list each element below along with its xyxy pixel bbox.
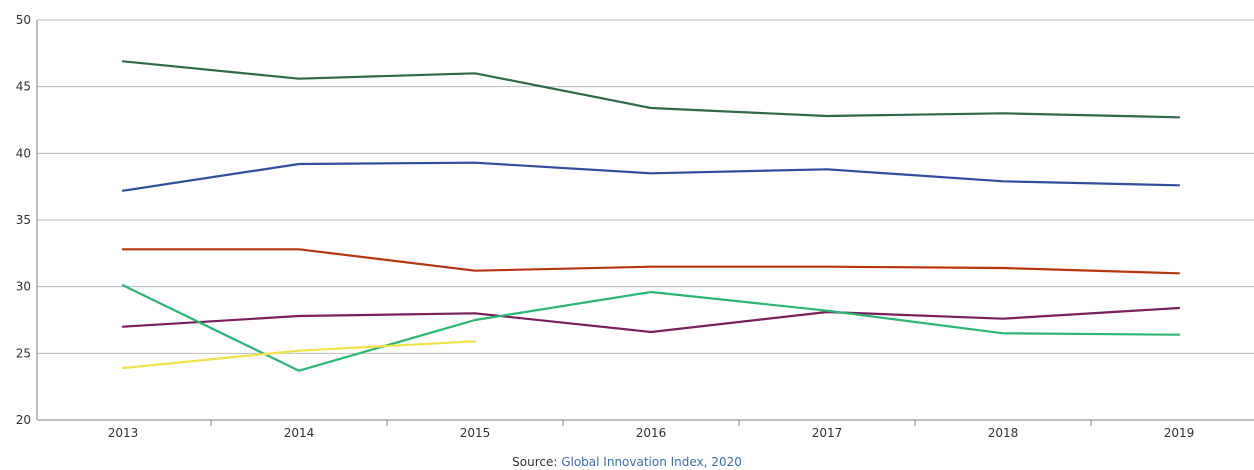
axes bbox=[36, 20, 1254, 421]
y-tick-label: 45 bbox=[16, 80, 31, 94]
series-line-1 bbox=[121, 60, 1181, 119]
y-axis-ticks: 20 25 30 35 40 45 50 bbox=[16, 13, 31, 427]
x-tick-label: 2019 bbox=[1164, 426, 1195, 440]
series-lines bbox=[121, 60, 1181, 372]
series-line-2 bbox=[121, 161, 1181, 192]
x-tick-label: 2013 bbox=[108, 426, 139, 440]
series-line-3 bbox=[121, 248, 1181, 275]
y-tick-label: 20 bbox=[16, 413, 31, 427]
x-tick-label: 2016 bbox=[636, 426, 667, 440]
series-line-6 bbox=[121, 340, 477, 370]
y-tick-label: 35 bbox=[16, 213, 31, 227]
x-tick-label: 2015 bbox=[460, 426, 491, 440]
source-link[interactable]: Global Innovation Index, 2020 bbox=[561, 455, 742, 469]
source-note: Source: Global Innovation Index, 2020 bbox=[0, 455, 1254, 469]
y-tick-label: 25 bbox=[16, 346, 31, 360]
gridlines bbox=[37, 19, 1254, 354]
x-tick-label: 2014 bbox=[284, 426, 315, 440]
x-axis-ticks: 2013 2014 2015 2016 2017 2018 2019 bbox=[108, 420, 1195, 440]
x-tick-label: 2018 bbox=[988, 426, 1019, 440]
y-tick-label: 50 bbox=[16, 13, 31, 27]
source-prefix: Source: bbox=[512, 455, 562, 469]
y-tick-label: 40 bbox=[16, 146, 31, 160]
y-tick-label: 30 bbox=[16, 280, 31, 294]
x-tick-label: 2017 bbox=[812, 426, 843, 440]
series-line-4 bbox=[121, 306, 1181, 334]
series-line-5 bbox=[121, 284, 1181, 372]
